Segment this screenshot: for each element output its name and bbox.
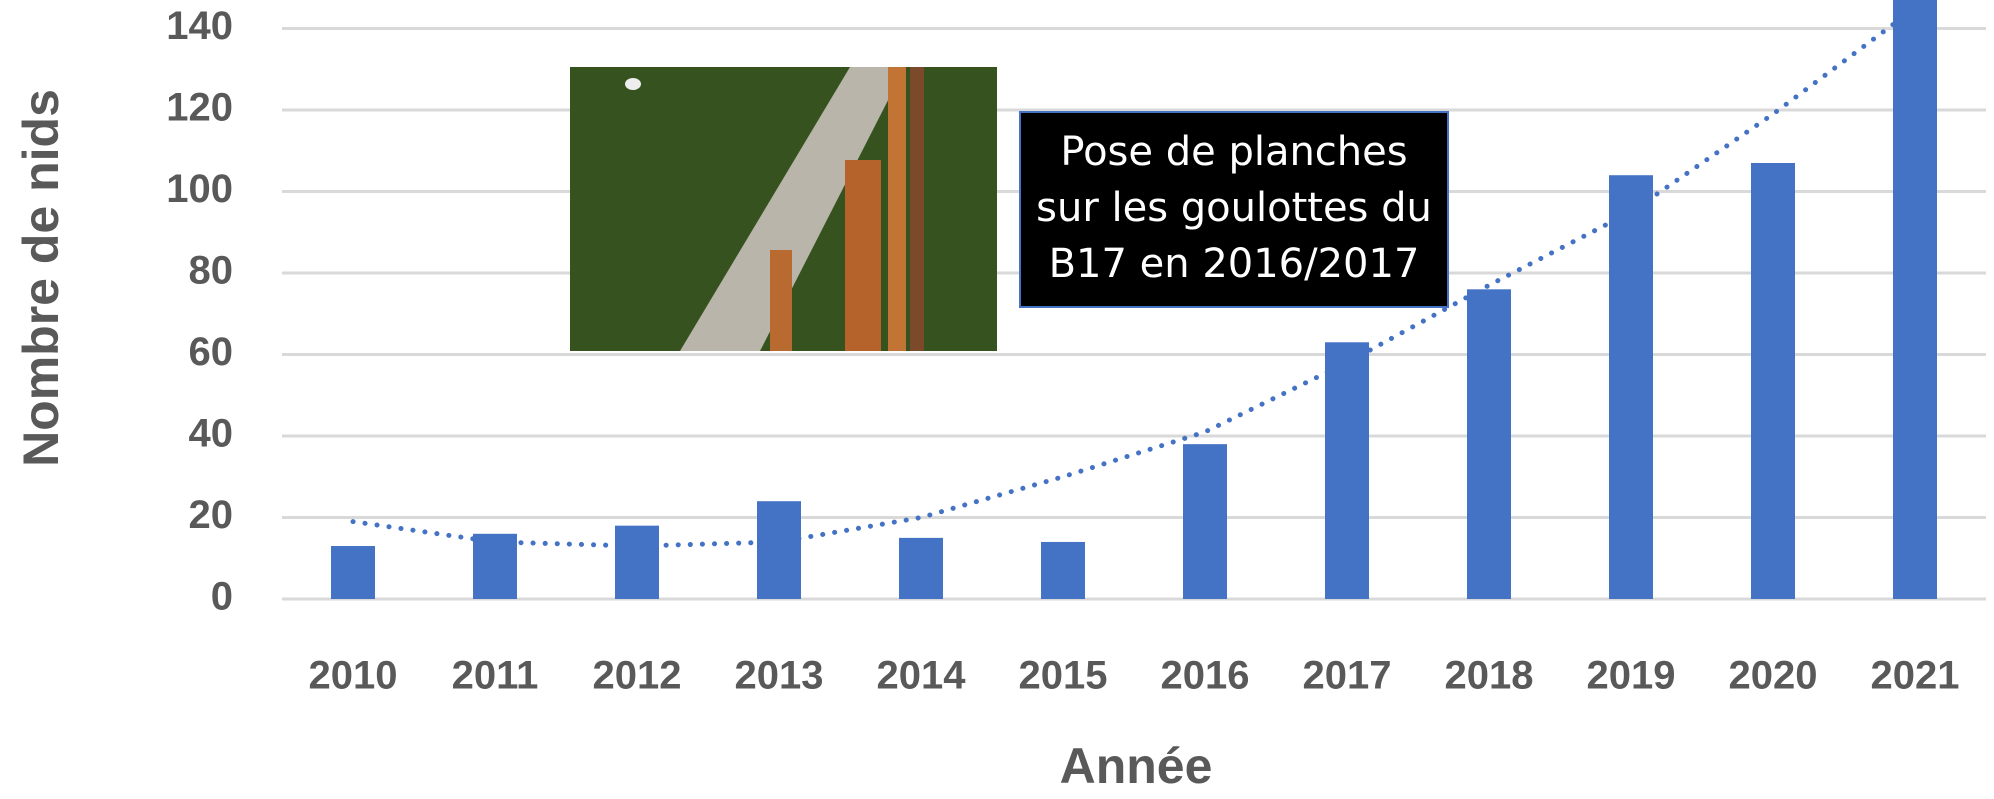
bar — [1893, 0, 1937, 599]
bar — [757, 501, 801, 599]
annotation-text: sur les goulottes du — [1036, 185, 1432, 231]
bar — [1609, 175, 1653, 599]
x-tick-label: 2018 — [1445, 654, 1534, 698]
x-tick-label: 2014 — [877, 654, 967, 698]
y-tick-label: 120 — [166, 86, 233, 130]
annotation-text: B17 en 2016/2017 — [1049, 241, 1420, 287]
y-tick-label: 40 — [189, 412, 234, 456]
y-tick-label: 60 — [189, 330, 234, 374]
x-tick-label: 2017 — [1303, 654, 1392, 698]
x-tick-label: 2015 — [1019, 654, 1108, 698]
y-axis-title: Nombre de nids — [13, 89, 69, 467]
y-tick-label: 0 — [211, 575, 233, 619]
y-tick-label: 20 — [189, 493, 234, 537]
bar — [1041, 542, 1085, 599]
x-tick-label: 2011 — [452, 654, 539, 698]
y-tick-label: 140 — [166, 4, 233, 48]
x-tick-label: 2012 — [593, 654, 682, 698]
x-tick-label: 2021 — [1871, 654, 1960, 698]
x-tick-label: 2020 — [1729, 654, 1818, 698]
bar — [1751, 163, 1795, 599]
bar — [331, 546, 375, 599]
y-tick-label: 80 — [189, 249, 234, 293]
x-tick-label: 2016 — [1161, 654, 1250, 698]
x-axis-title: Année — [1060, 738, 1213, 794]
x-tick-label: 2019 — [1587, 654, 1676, 698]
bar — [615, 526, 659, 599]
x-tick-label: 2010 — [309, 654, 398, 698]
x-tick-label: 2013 — [735, 654, 824, 698]
bar — [899, 538, 943, 599]
annotation-text: Pose de planches — [1060, 129, 1407, 175]
y-tick-label: 100 — [166, 167, 233, 211]
photo — [570, 67, 997, 351]
bar — [1467, 289, 1511, 599]
chart: Année Nombre de nids 0 20 40 60 80 100 120 140 2… — [0, 0, 1994, 799]
bar — [1325, 342, 1369, 599]
bar — [1183, 444, 1227, 599]
